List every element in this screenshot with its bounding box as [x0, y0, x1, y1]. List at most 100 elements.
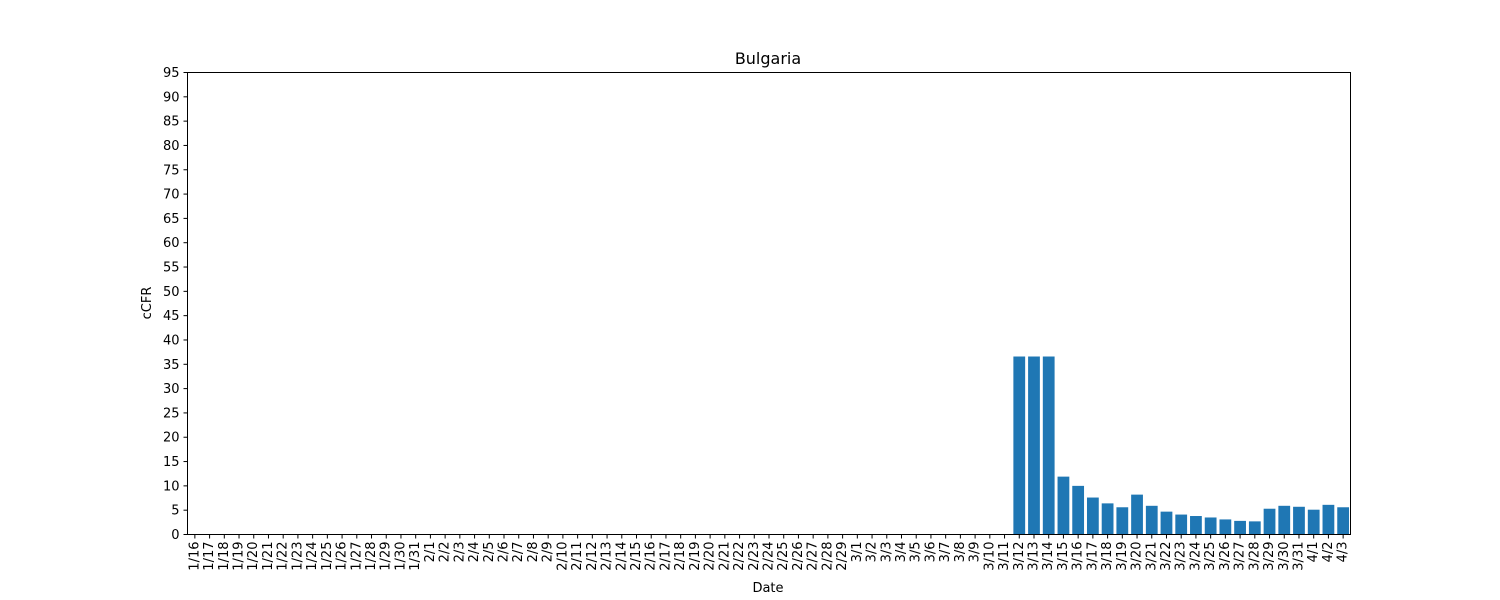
bar-3/17	[1086, 497, 1099, 535]
y-tick-label: 5	[171, 504, 179, 519]
x-tick-label: 3/13	[1026, 542, 1041, 571]
x-tick-label: 3/3	[879, 542, 894, 563]
y-tick-label: 60	[163, 236, 180, 251]
x-tick-label: 2/4	[467, 542, 482, 563]
x-tick-label: 1/23	[290, 542, 305, 571]
bar-3/27	[1234, 520, 1246, 535]
x-tick-label: 2/24	[762, 542, 777, 571]
bar-3/28	[1248, 521, 1261, 535]
x-tick-label: 2/5	[482, 542, 497, 563]
x-tick-label: 1/29	[379, 542, 394, 571]
bar-3/18	[1101, 503, 1114, 535]
x-tick-label: 3/21	[1144, 542, 1159, 571]
x-tick-label: 3/17	[1085, 542, 1100, 571]
y-axis-label: cCFR	[140, 287, 155, 320]
bar-3/14	[1042, 356, 1055, 535]
x-tick-label: 2/22	[732, 542, 747, 571]
x-tick-label: 2/10	[555, 542, 570, 571]
bar-3/20	[1131, 494, 1143, 535]
x-tick-label: 1/30	[393, 542, 408, 571]
x-tick-label: 1/18	[217, 542, 232, 571]
x-tick-label: 3/9	[968, 542, 983, 563]
x-tick-label: 3/29	[1262, 542, 1277, 571]
y-tick-label: 55	[163, 261, 180, 276]
bar-3/23	[1175, 514, 1188, 535]
x-tick-label: 4/2	[1321, 542, 1336, 563]
bar-3/29	[1263, 508, 1276, 535]
y-tick-label: 10	[163, 479, 180, 494]
y-tick-label: 75	[163, 163, 180, 178]
x-tick-label: 2/17	[658, 542, 673, 571]
bar-3/31	[1293, 506, 1305, 535]
x-tick-label: 3/22	[1159, 542, 1174, 571]
x-tick-label: 3/31	[1291, 542, 1306, 571]
x-tick-label: 3/26	[1218, 542, 1233, 571]
x-tick-label: 1/31	[408, 542, 423, 571]
x-tick-label: 3/4	[894, 542, 909, 563]
x-tick-label: 3/1	[850, 542, 865, 563]
x-tick-label: 1/26	[335, 542, 350, 571]
x-tick-label: 2/23	[747, 542, 762, 571]
bar-3/24	[1190, 516, 1202, 535]
x-tick-label: 3/5	[909, 542, 924, 563]
x-tick-label: 2/2	[438, 542, 453, 563]
plot-frame	[187, 72, 1351, 535]
x-tick-label: 1/20	[246, 542, 261, 571]
x-tick-label: 1/16	[187, 542, 202, 571]
y-tick-label: 85	[163, 115, 180, 130]
y-tick-label: 25	[163, 406, 180, 421]
x-tick-label: 2/29	[835, 542, 850, 571]
x-tick-label: 2/13	[600, 542, 615, 571]
x-tick-label: 1/24	[305, 542, 320, 571]
x-tick-label: 3/24	[1188, 542, 1203, 571]
x-tick-label: 2/28	[820, 542, 835, 571]
x-tick-label: 4/3	[1336, 542, 1351, 563]
y-tick-label: 65	[163, 212, 180, 227]
y-tick-label: 20	[163, 431, 180, 446]
y-tick-label: 45	[163, 309, 180, 324]
bar-3/30	[1278, 505, 1291, 535]
x-tick-label: 2/19	[688, 542, 703, 571]
x-tick-label: 3/15	[1056, 542, 1071, 571]
chart-title: Bulgaria	[735, 49, 801, 68]
x-tick-label: 2/21	[717, 542, 732, 571]
x-tick-label: 3/12	[1012, 542, 1027, 571]
x-tick-label: 3/30	[1277, 542, 1292, 571]
x-tick-label: 3/27	[1233, 542, 1248, 571]
x-tick-label: 3/8	[953, 542, 968, 563]
y-tick-label: 70	[163, 188, 180, 203]
bar-3/21	[1145, 505, 1158, 535]
x-tick-label: 3/20	[1130, 542, 1145, 571]
bar-3/26	[1219, 519, 1232, 535]
bar-3/25	[1204, 517, 1217, 535]
x-axis-ticks: 1/16 1/17 1/18 1/19 1/20 1/21 1/22 1/23 1/24 1/25…	[187, 534, 1351, 571]
x-tick-label: 2/8	[526, 542, 541, 563]
x-tick-label: 1/27	[349, 542, 364, 571]
y-tick-label: 15	[163, 455, 180, 470]
bar-4/3	[1337, 507, 1350, 535]
bar-3/16	[1072, 485, 1085, 535]
y-tick-label: 0	[171, 528, 179, 543]
x-tick-label: 3/18	[1100, 542, 1115, 571]
x-tick-label: 2/12	[585, 542, 600, 571]
y-tick-label: 90	[163, 90, 180, 105]
x-tick-label: 3/10	[982, 542, 997, 571]
x-tick-label: 3/11	[997, 542, 1012, 571]
x-tick-label: 1/21	[261, 542, 276, 571]
x-tick-label: 2/6	[497, 542, 512, 563]
bar-3/19	[1116, 507, 1129, 535]
x-tick-label: 1/17	[202, 542, 217, 571]
x-tick-label: 3/6	[923, 542, 938, 563]
x-tick-label: 3/25	[1203, 542, 1218, 571]
bar-3/22	[1160, 511, 1173, 535]
x-tick-label: 2/26	[791, 542, 806, 571]
bar-3/12	[1013, 356, 1026, 535]
bar-4/1	[1307, 509, 1320, 535]
x-axis-label: Date	[752, 581, 783, 596]
x-tick-label: 3/2	[865, 542, 880, 563]
x-tick-label: 2/18	[673, 542, 688, 571]
x-tick-label: 2/20	[703, 542, 718, 571]
bar-3/15	[1057, 476, 1070, 535]
x-tick-label: 4/1	[1306, 542, 1321, 563]
